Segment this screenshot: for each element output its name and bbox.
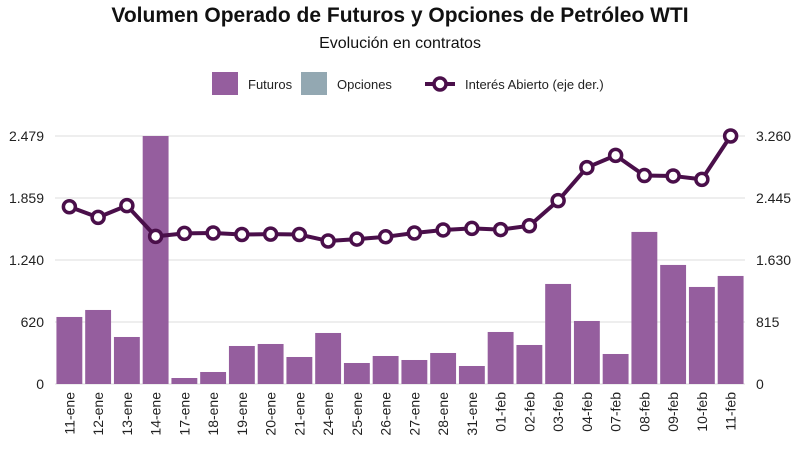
x-tick-label: 08-feb bbox=[636, 392, 652, 432]
point-interes-abierto bbox=[262, 226, 279, 242]
x-tick-label: 26-ene bbox=[378, 392, 394, 436]
chart-subtitle: Evolución en contratos bbox=[319, 35, 481, 52]
left-tick-label: 620 bbox=[21, 314, 45, 330]
point-interes-abierto bbox=[90, 209, 106, 226]
point-interes-abierto bbox=[291, 226, 308, 243]
x-tick-label: 25-ene bbox=[349, 392, 365, 436]
legend-label-interes: Interés Abierto (eje der.) bbox=[465, 77, 604, 92]
right-tick-label: 0 bbox=[756, 376, 764, 392]
right-tick-label: 1.630 bbox=[756, 252, 791, 268]
x-tick-label: 11-feb bbox=[723, 392, 739, 431]
point-interes-abierto bbox=[406, 225, 423, 241]
x-tick-label: 13-ene bbox=[119, 392, 135, 436]
bar-futuros bbox=[257, 343, 284, 384]
x-tick-label: 19-ene bbox=[234, 392, 250, 436]
x-tick-label: 20-ene bbox=[263, 392, 279, 436]
bar-futuros bbox=[660, 264, 687, 384]
bar-futuros bbox=[56, 316, 83, 384]
point-interes-abierto bbox=[722, 128, 739, 144]
bars bbox=[56, 136, 744, 384]
point-interes-abierto bbox=[550, 192, 566, 209]
x-tick-label: 09-feb bbox=[665, 392, 681, 432]
left-tick-label: 1.240 bbox=[9, 252, 44, 268]
bar-futuros bbox=[286, 356, 313, 384]
bar-futuros bbox=[573, 320, 600, 384]
x-tick-label: 03-feb bbox=[550, 392, 566, 432]
point-interes-abierto bbox=[636, 167, 653, 184]
legend-label-futuros: Futuros bbox=[248, 77, 293, 92]
point-interes-abierto bbox=[435, 222, 451, 238]
x-tick-label: 04-feb bbox=[579, 392, 595, 432]
legend: Futuros Opciones Interés Abierto (eje de… bbox=[212, 72, 604, 95]
bar-futuros bbox=[372, 355, 399, 384]
x-tick-label: 02-feb bbox=[521, 392, 537, 432]
legend-swatch-futuros bbox=[212, 72, 238, 95]
point-interes-abierto bbox=[464, 220, 480, 237]
x-tick-label: 12-ene bbox=[90, 392, 106, 436]
legend-marker-interes bbox=[432, 76, 448, 92]
point-interes-abierto bbox=[119, 197, 135, 214]
left-tick-label: 2.479 bbox=[9, 128, 44, 144]
point-interes-abierto bbox=[521, 218, 538, 234]
bar-futuros bbox=[343, 362, 370, 384]
bar-futuros bbox=[85, 309, 112, 384]
point-interes-abierto bbox=[492, 221, 509, 238]
x-tick-label: 11-ene bbox=[61, 392, 77, 435]
chart-title: Volumen Operado de Futuros y Opciones de… bbox=[111, 4, 689, 27]
point-interes-abierto bbox=[665, 168, 681, 184]
point-interes-abierto bbox=[61, 198, 78, 215]
bar-futuros bbox=[113, 336, 140, 384]
left-tick-label: 0 bbox=[36, 376, 44, 392]
point-interes-abierto bbox=[205, 225, 221, 241]
bar-futuros bbox=[516, 344, 543, 384]
point-interes-abierto bbox=[234, 226, 250, 243]
right-tick-label: 815 bbox=[756, 314, 780, 330]
point-interes-abierto bbox=[176, 225, 193, 242]
x-tick-label: 14-ene bbox=[148, 392, 164, 436]
bar-futuros bbox=[458, 365, 485, 384]
left-tick-label: 1.859 bbox=[9, 190, 44, 206]
x-tick-label: 17-ene bbox=[176, 392, 192, 436]
x-tick-label: 01-feb bbox=[493, 392, 509, 432]
bar-futuros bbox=[545, 283, 572, 384]
bar-futuros bbox=[717, 275, 744, 384]
bar-futuros bbox=[142, 136, 169, 384]
bar-futuros bbox=[401, 359, 428, 384]
bar-futuros bbox=[315, 332, 342, 384]
point-interes-abierto bbox=[694, 171, 710, 188]
legend-swatch-opciones bbox=[301, 72, 327, 95]
x-tick-label: 21-ene bbox=[291, 392, 307, 436]
x-tick-label: 18-ene bbox=[205, 392, 221, 436]
bar-futuros bbox=[631, 231, 658, 384]
x-tick-label: 07-feb bbox=[608, 392, 624, 432]
bar-futuros bbox=[487, 331, 514, 384]
point-interes-abierto bbox=[147, 228, 164, 245]
legend-label-opciones: Opciones bbox=[337, 77, 392, 92]
bar-futuros bbox=[688, 286, 715, 384]
point-interes-abierto bbox=[349, 231, 365, 247]
line-series bbox=[61, 128, 739, 249]
bar-futuros bbox=[200, 371, 227, 384]
x-tick-label: 28-ene bbox=[435, 392, 451, 436]
point-interes-abierto bbox=[377, 229, 394, 245]
bar-futuros bbox=[430, 352, 457, 384]
right-tick-label: 2.445 bbox=[756, 190, 791, 206]
point-interes-abierto bbox=[320, 233, 336, 249]
x-tick-label: 31-ene bbox=[464, 392, 480, 436]
right-tick-label: 3.260 bbox=[756, 128, 791, 144]
grid bbox=[55, 135, 745, 385]
bar-futuros bbox=[602, 353, 629, 384]
point-interes-abierto bbox=[579, 159, 595, 176]
point-interes-abierto bbox=[607, 147, 624, 164]
x-tick-label: 10-feb bbox=[694, 392, 710, 432]
x-tick-label: 27-ene bbox=[406, 392, 422, 436]
x-tick-label: 24-ene bbox=[320, 392, 336, 436]
bar-futuros bbox=[228, 345, 255, 384]
axes: 0 620 1.240 1.859 2.479 0 815 1.630 2.445 3.260 11… bbox=[9, 128, 791, 436]
bar-futuros bbox=[171, 377, 198, 384]
